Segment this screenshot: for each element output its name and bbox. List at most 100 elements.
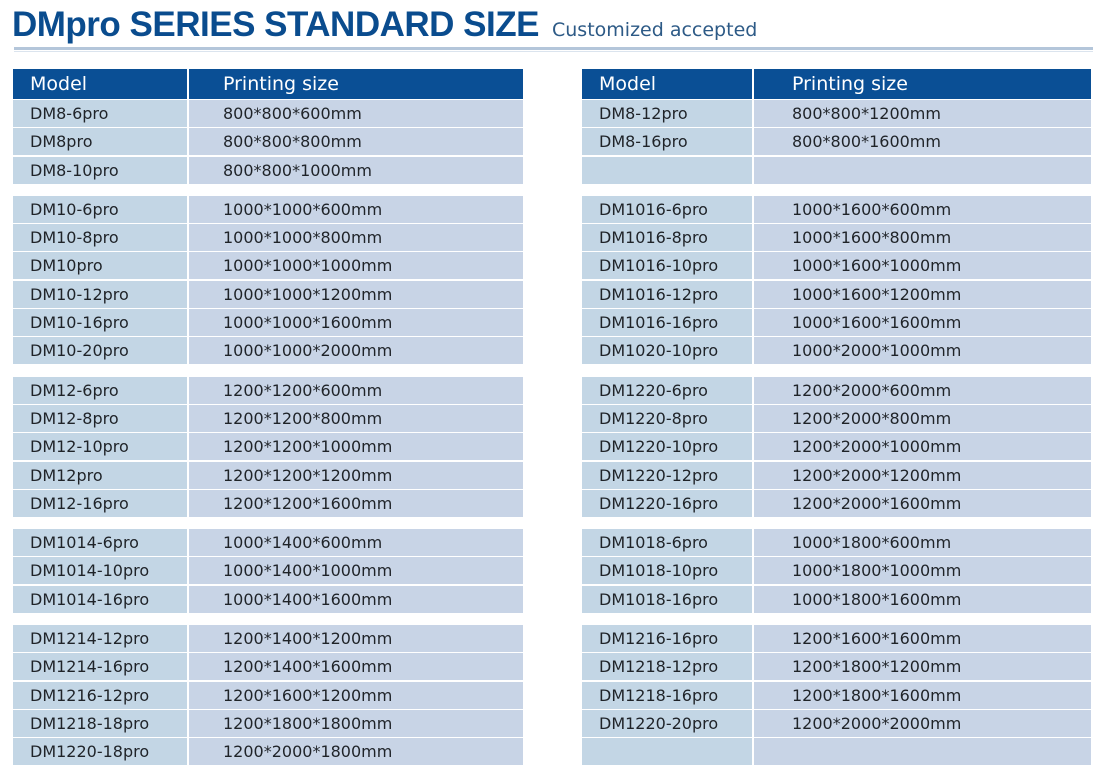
model-cell: DM1220-6pro	[582, 376, 752, 404]
model-cell: DM1214-12pro	[13, 625, 187, 653]
size-cell: 1000*1400*1600mm	[189, 585, 523, 613]
model-cell: DM1214-16pro	[13, 653, 187, 681]
size-cell: 800*800*800mm	[189, 128, 523, 156]
table-row: DM1014-6pro 1000*1400*600mm	[13, 529, 523, 557]
model-cell: DM1220-18pro	[13, 738, 187, 766]
size-cell: 1200*1600*1600mm	[754, 625, 1091, 653]
size-cell: 1000*1600*1200mm	[754, 280, 1091, 308]
model-cell: DM1018-16pro	[582, 585, 752, 613]
model-cell: DM1014-6pro	[13, 529, 187, 557]
table-row: DM8-6pro 800*800*600mm	[13, 100, 523, 127]
table-row: DM8-12pro 800*800*1200mm	[582, 100, 1091, 127]
size-cell: 1200*2000*600mm	[754, 376, 1091, 404]
size-cell: 1000*1600*600mm	[754, 195, 1091, 223]
size-cell: 1200*1400*1200mm	[189, 625, 523, 653]
size-cell: 1200*2000*2000mm	[754, 709, 1091, 737]
model-cell: DM1014-10pro	[13, 557, 187, 585]
table-row: DM1014-16pro 1000*1400*1600mm	[13, 585, 523, 613]
table-row: DM12-8pro 1200*1200*800mm	[13, 404, 523, 432]
table-header: Model Printing size	[13, 69, 523, 99]
size-cell: 1000*1000*1600mm	[189, 309, 523, 337]
size-cell: 1200*2000*1800mm	[189, 738, 523, 766]
size-cell: 1000*1400*600mm	[189, 529, 523, 557]
table-row: DM1220-6pro 1200*2000*600mm	[582, 376, 1091, 404]
size-cell: 1000*1800*1000mm	[754, 557, 1091, 585]
size-cell: 1000*1600*1600mm	[754, 309, 1091, 337]
model-cell: DM8-12pro	[582, 100, 752, 127]
model-cell: DM1218-18pro	[13, 709, 187, 737]
size-cell: 1200*1200*600mm	[189, 376, 523, 404]
model-cell: DM1218-12pro	[582, 653, 752, 681]
size-cell: 800*800*600mm	[189, 100, 523, 127]
group-gap	[13, 366, 523, 377]
size-cell: 1200*1800*1800mm	[189, 709, 523, 737]
table-header: Model Printing size	[582, 69, 1091, 99]
model-cell: DM1016-12pro	[582, 280, 752, 308]
size-cell: 1000*1000*1200mm	[189, 280, 523, 308]
model-cell: DM1020-10pro	[582, 337, 752, 365]
table-row-empty	[582, 156, 1091, 184]
model-cell: DM12-10pro	[13, 433, 187, 461]
table-row: DM1218-16pro 1200*1800*1600mm	[582, 681, 1091, 709]
group-gap	[582, 185, 1091, 196]
model-cell: DM12pro	[13, 461, 187, 489]
size-cell: 1200*1600*1200mm	[189, 681, 523, 709]
table-row: DM12-6pro 1200*1200*600mm	[13, 376, 523, 404]
size-cell: 1200*1200*800mm	[189, 404, 523, 432]
table-row: DM1220-8pro 1200*2000*800mm	[582, 404, 1091, 432]
model-cell	[582, 156, 752, 184]
table-row: DM1216-12pro 1200*1600*1200mm	[13, 681, 523, 709]
group-gap	[582, 366, 1091, 377]
table-row: DM1220-12pro 1200*2000*1200mm	[582, 461, 1091, 489]
model-cell: DM10-20pro	[13, 337, 187, 365]
table-row: DM1216-16pro 1200*1600*1600mm	[582, 625, 1091, 653]
model-cell: DM12-16pro	[13, 489, 187, 517]
size-cell: 1000*1000*800mm	[189, 224, 523, 252]
model-cell: DM1016-10pro	[582, 252, 752, 280]
size-cell: 800*800*1000mm	[189, 156, 523, 184]
model-cell: DM1018-6pro	[582, 529, 752, 557]
column-header-model: Model	[13, 69, 187, 99]
table-row: DM10pro 1000*1000*1000mm	[13, 252, 523, 280]
group-gap	[13, 185, 523, 196]
table-row: DM1014-10pro 1000*1400*1000mm	[13, 557, 523, 585]
model-cell: DM1220-16pro	[582, 489, 752, 517]
model-cell: DM10-16pro	[13, 309, 187, 337]
size-cell: 1000*1600*800mm	[754, 224, 1091, 252]
page-subtitle: Customized accepted	[552, 19, 758, 41]
table-row: DM10-8pro 1000*1000*800mm	[13, 224, 523, 252]
table-row: DM10-16pro 1000*1000*1600mm	[13, 309, 523, 337]
size-cell: 1200*2000*1200mm	[754, 461, 1091, 489]
size-cell: 1200*1800*1200mm	[754, 653, 1091, 681]
table-row: DM10-20pro 1000*1000*2000mm	[13, 337, 523, 365]
size-cell: 1000*1000*1000mm	[189, 252, 523, 280]
size-cell	[754, 738, 1091, 766]
table-row: DM1218-12pro 1200*1800*1200mm	[582, 653, 1091, 681]
table-row: DM1016-12pro 1000*1600*1200mm	[582, 280, 1091, 308]
size-cell: 1000*1800*600mm	[754, 529, 1091, 557]
model-cell: DM1216-16pro	[582, 625, 752, 653]
size-cell: 1000*1600*1000mm	[754, 252, 1091, 280]
table-row: DM1214-16pro 1200*1400*1600mm	[13, 653, 523, 681]
table-row: DM8pro 800*800*800mm	[13, 128, 523, 156]
model-cell	[582, 738, 752, 766]
size-cell	[754, 156, 1091, 184]
table-row: DM1020-10pro 1000*2000*1000mm	[582, 337, 1091, 365]
group-gap	[13, 518, 523, 529]
table-row: DM1218-18pro 1200*1800*1800mm	[13, 709, 523, 737]
table-row: DM8-10pro 800*800*1000mm	[13, 156, 523, 184]
table-row: DM1016-16pro 1000*1600*1600mm	[582, 309, 1091, 337]
size-cell: 800*800*1600mm	[754, 128, 1091, 156]
table-row: DM1214-12pro 1200*1400*1200mm	[13, 625, 523, 653]
group-gap	[582, 518, 1091, 529]
size-cell: 1000*1400*1000mm	[189, 557, 523, 585]
size-table-right: Model Printing size DM8-12pro 800*800*120…	[582, 69, 1091, 767]
table-row: DM12pro 1200*1200*1200mm	[13, 461, 523, 489]
group-gap	[13, 614, 523, 625]
size-cell: 1200*1200*1600mm	[189, 489, 523, 517]
size-cell: 1200*2000*800mm	[754, 404, 1091, 432]
title-divider	[14, 47, 1093, 50]
table-row: DM1016-8pro 1000*1600*800mm	[582, 224, 1091, 252]
table-row: DM1220-16pro 1200*2000*1600mm	[582, 489, 1091, 517]
model-cell: DM10-8pro	[13, 224, 187, 252]
